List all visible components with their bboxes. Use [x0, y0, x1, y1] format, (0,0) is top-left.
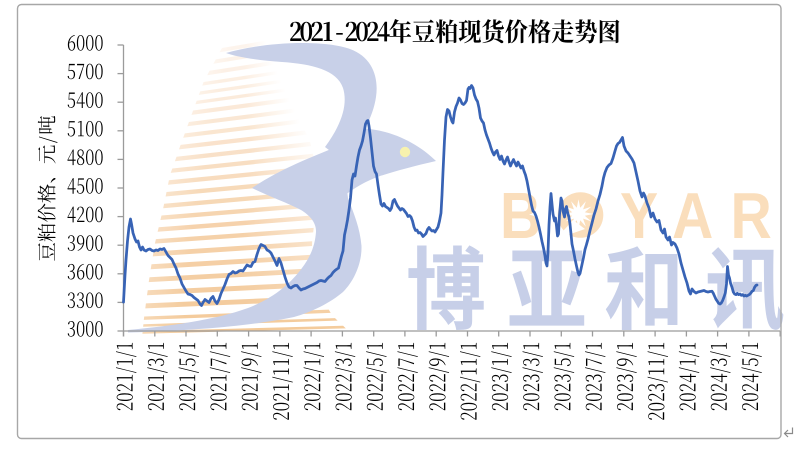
svg-text:A: A: [672, 180, 713, 252]
svg-text:R: R: [731, 180, 772, 252]
